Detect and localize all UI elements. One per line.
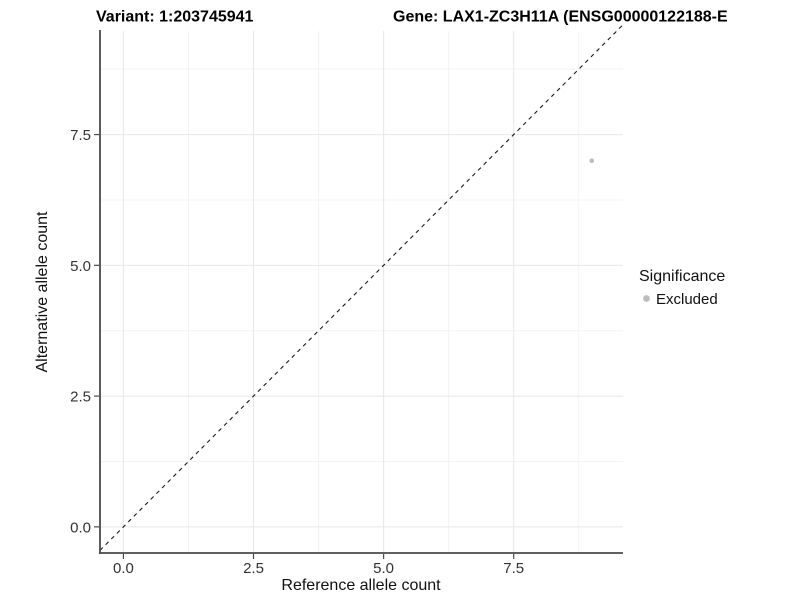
x-axis-title: Reference allele count bbox=[281, 577, 441, 594]
axis-tick-labels: 0.0 2.5 5.0 7.5 0.0 2.5 5.0 7.5 bbox=[70, 127, 524, 577]
major-gridlines bbox=[100, 31, 623, 553]
x-tick-label: 7.5 bbox=[503, 560, 524, 577]
y-tick-label: 7.5 bbox=[70, 127, 91, 144]
identity-dashed-line bbox=[99, 24, 624, 551]
axis-lines bbox=[99, 30, 623, 554]
x-tick-label: 0.0 bbox=[113, 560, 134, 577]
legend-title: Significance bbox=[639, 268, 725, 285]
legend-label-excluded: Excluded bbox=[656, 291, 718, 308]
data-point bbox=[589, 158, 595, 164]
y-tick-label: 2.5 bbox=[70, 389, 91, 406]
variant-title: Variant: 1:203745941 bbox=[96, 9, 254, 26]
data-points bbox=[589, 158, 595, 164]
y-tick-label: 5.0 bbox=[70, 258, 91, 275]
y-axis-title: Alternative allele count bbox=[34, 211, 51, 373]
identity-line bbox=[99, 24, 624, 551]
legend-key-excluded-dot-icon bbox=[643, 295, 650, 302]
gene-title: Gene: LAX1-ZC3H11A (ENSG00000122188-E bbox=[393, 9, 728, 26]
axis-ticks bbox=[94, 133, 515, 559]
y-tick-label: 0.0 bbox=[70, 519, 91, 536]
x-tick-label: 2.5 bbox=[243, 560, 264, 577]
minor-gridlines bbox=[100, 31, 623, 553]
x-tick-label: 5.0 bbox=[373, 560, 394, 577]
legend: Significance Excluded bbox=[639, 268, 725, 308]
